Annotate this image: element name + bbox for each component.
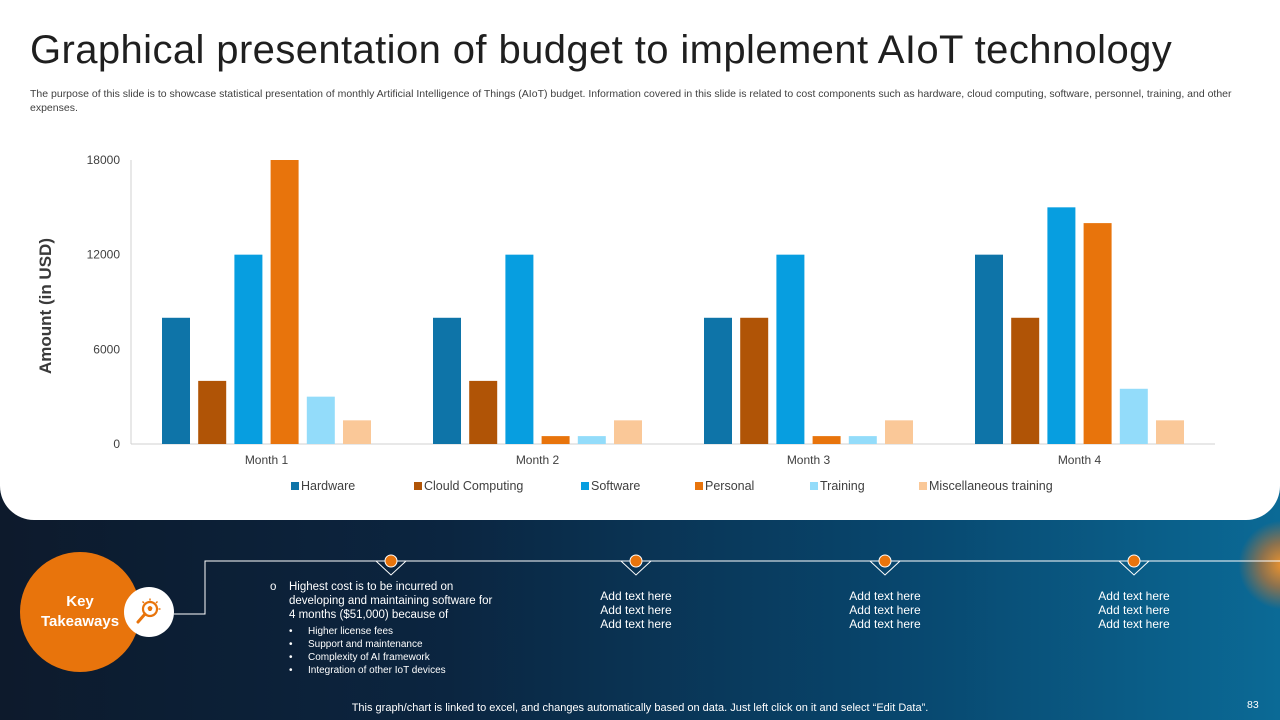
list-item: • Complexity of AI framework — [289, 652, 430, 663]
bar-clould-computing-1 — [198, 380, 227, 444]
bar-clould-computing-4 — [1011, 317, 1040, 444]
bar-hardware-4 — [975, 254, 1003, 444]
list-item: • Support and maintenance — [289, 639, 423, 650]
timeline-marker-3 — [869, 554, 901, 576]
bar-software-3 — [776, 254, 805, 444]
takeaway-column-1: Add text here Add text here Add text her… — [571, 589, 701, 631]
key-takeaways-badge: Key Takeaways — [20, 552, 140, 672]
bar-training-3 — [848, 436, 877, 444]
legend-label: Software — [591, 479, 640, 493]
y-tick-label: 12000 — [87, 248, 121, 262]
legend-swatch — [414, 482, 422, 490]
y-tick-label: 18000 — [87, 153, 121, 167]
placeholder-text: Add text here — [1098, 617, 1170, 631]
legend-swatch — [581, 482, 589, 490]
placeholder-text: Add text here — [1098, 589, 1170, 603]
bar-software-2 — [505, 254, 534, 444]
bar-miscellaneous-training-4 — [1156, 420, 1184, 444]
bar-hardware-1 — [162, 317, 190, 444]
list-item: • Integration of other IoT devices — [289, 665, 446, 676]
timeline-marker-4 — [1118, 554, 1150, 576]
placeholder-text: Add text here — [849, 617, 921, 631]
takeaway-connector — [174, 554, 1280, 615]
legend-swatch — [695, 482, 703, 490]
legend-label: Training — [820, 479, 865, 493]
timeline-marker-2 — [620, 554, 652, 576]
chart-panel: Graphical presentation of budget to impl… — [0, 28, 1280, 510]
placeholder-text: Add text here — [600, 589, 672, 603]
takeaway-main-point: Highest cost is to be incurred on develo… — [289, 581, 493, 621]
legend-swatch — [810, 482, 818, 490]
x-tick-label: Month 3 — [787, 453, 831, 467]
bar-clould-computing-3 — [740, 317, 769, 444]
bar-software-4 — [1047, 207, 1076, 444]
bar-miscellaneous-training-2 — [614, 420, 642, 444]
legend-swatch — [291, 482, 299, 490]
x-tick-label: Month 2 — [516, 453, 560, 467]
bar-personal-1 — [270, 160, 299, 444]
x-tick-label: Month 1 — [245, 453, 289, 467]
placeholder-text: Add text here — [1098, 603, 1170, 617]
page-number: 83 — [1247, 699, 1259, 711]
legend-label: Personal — [705, 479, 754, 493]
legend-swatch — [919, 482, 927, 490]
placeholder-text: Add text here — [600, 603, 672, 617]
legend-label: Clould Computing — [424, 479, 523, 493]
y-tick-label: 0 — [113, 437, 120, 451]
slide-subtitle: The purpose of this slide is to showcase… — [30, 88, 1232, 114]
list-item: • Higher license fees — [289, 626, 394, 637]
bar-miscellaneous-training-3 — [885, 420, 913, 444]
placeholder-text: Add text here — [849, 603, 921, 617]
takeaway-sub-list: • Higher license fees • Support and mainte… — [289, 625, 500, 677]
bar-miscellaneous-training-1 — [343, 420, 371, 444]
placeholder-text: Add text here — [849, 589, 921, 603]
placeholder-text: Add text here — [600, 617, 672, 631]
y-tick-label: 6000 — [93, 342, 120, 356]
bar-clould-computing-2 — [469, 380, 498, 444]
takeaway-column-2: Add text here Add text here Add text her… — [820, 589, 950, 631]
bar-software-1 — [234, 254, 263, 444]
x-tick-label: Month 4 — [1058, 453, 1102, 467]
takeaway-column-3: Add text here Add text here Add text her… — [1069, 589, 1199, 631]
lightbulb-magnifier-icon — [124, 587, 174, 637]
legend-label: Miscellaneous training — [929, 479, 1053, 493]
takeaway-main: o Highest cost is to be incurred on deve… — [270, 580, 500, 677]
y-axis-title: Amount (in USD) — [36, 238, 55, 374]
legend-label: Hardware — [301, 479, 355, 493]
bar-personal-4 — [1083, 223, 1112, 444]
footer-note: This graph/chart is linked to excel, and… — [351, 702, 929, 714]
bar-training-4 — [1119, 388, 1148, 444]
bar-personal-2 — [541, 436, 570, 444]
bar-personal-3 — [812, 436, 841, 444]
bar-hardware-2 — [433, 317, 461, 444]
bar-training-1 — [306, 396, 335, 444]
timeline-marker-1 — [375, 554, 407, 576]
slide-title: Graphical presentation of budget to impl… — [30, 28, 1173, 72]
bar-training-2 — [577, 436, 606, 444]
key-takeaways-label: Key Takeaways — [40, 593, 120, 630]
budget-bar-chart[interactable]: 0 6000 12000 18000 Amount (in USD) Month 1 Mon… — [0, 140, 1280, 510]
bar-hardware-3 — [704, 317, 732, 444]
bullet-marker: o — [270, 581, 277, 593]
